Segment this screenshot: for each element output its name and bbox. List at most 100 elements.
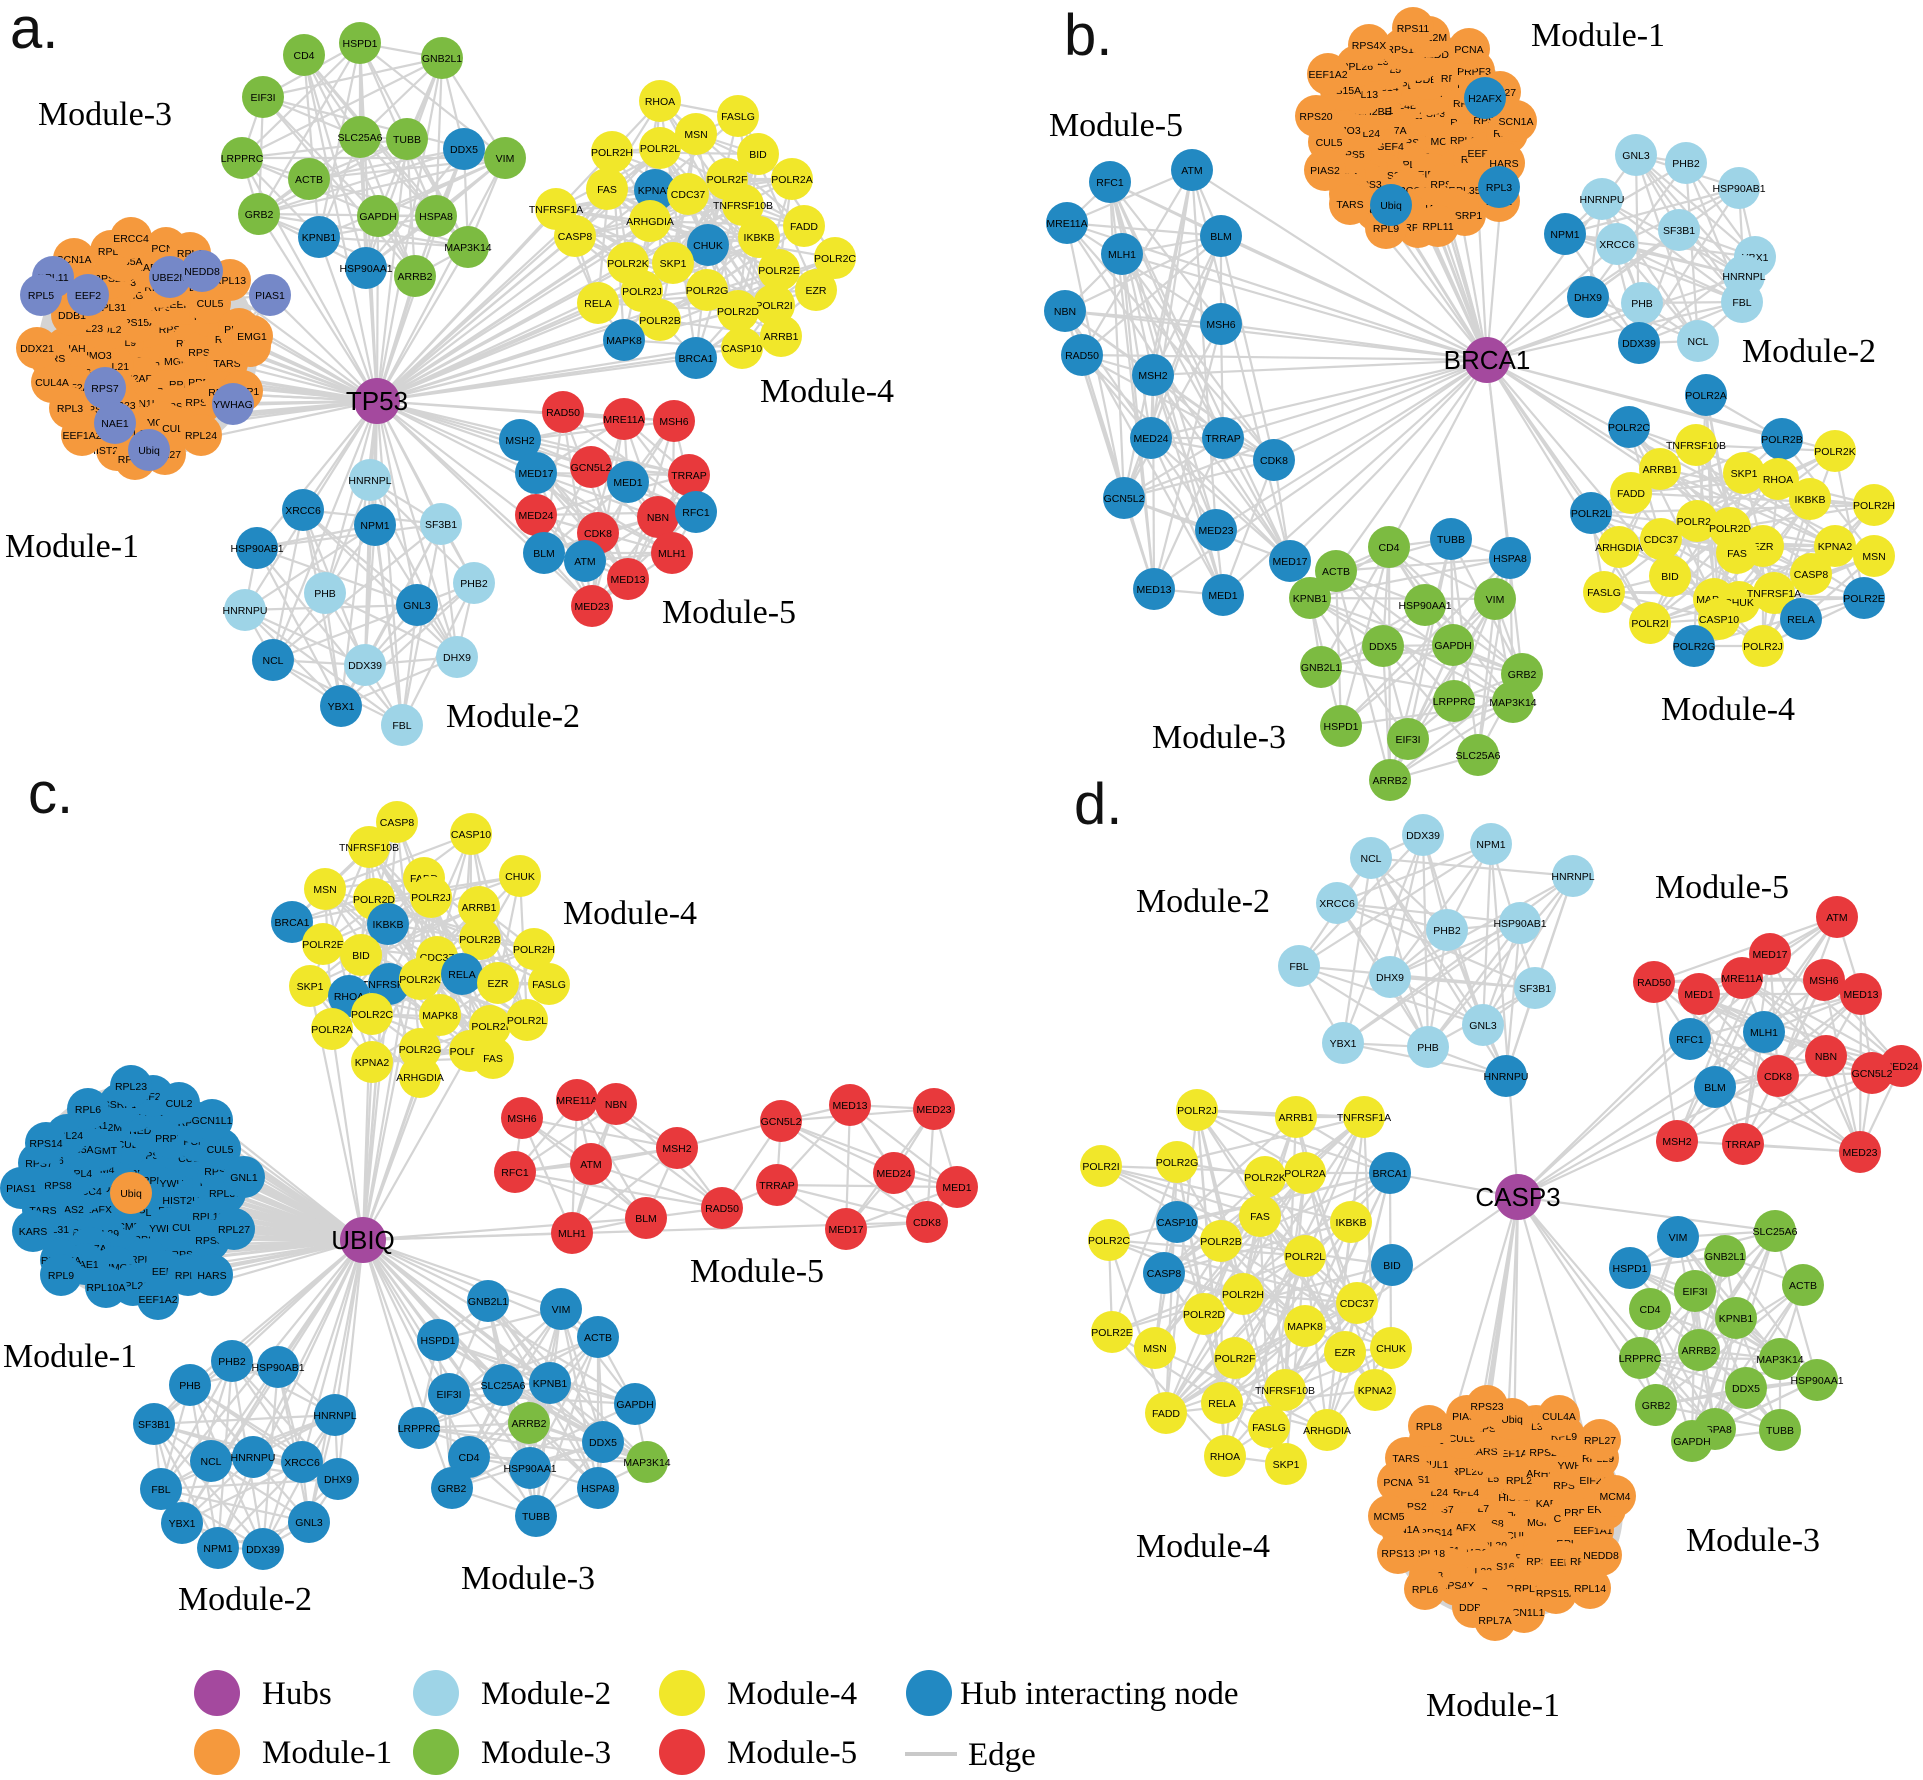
- svg-text:PHB: PHB: [1417, 1042, 1439, 1054]
- svg-text:EZR: EZR: [1335, 1347, 1356, 1359]
- svg-text:GNL3: GNL3: [403, 600, 431, 612]
- svg-text:GAPDH: GAPDH: [1673, 1436, 1710, 1448]
- svg-text:CDK8: CDK8: [913, 1217, 941, 1229]
- svg-text:RAD50: RAD50: [1637, 977, 1671, 989]
- svg-text:MED23: MED23: [1842, 1147, 1877, 1159]
- svg-text:MED1: MED1: [942, 1182, 971, 1194]
- svg-text:POLR2E: POLR2E: [302, 939, 343, 951]
- svg-text:Module-2: Module-2: [1742, 333, 1876, 370]
- svg-text:HSPD1: HSPD1: [420, 1335, 455, 1347]
- svg-text:POLR2I: POLR2I: [1631, 618, 1668, 630]
- svg-text:RFC1: RFC1: [501, 1167, 529, 1179]
- svg-text:MLH1: MLH1: [1108, 249, 1136, 261]
- svg-text:HNRNPU: HNRNPU: [223, 605, 268, 617]
- svg-text:NPM1: NPM1: [1550, 229, 1579, 241]
- svg-text:FAS: FAS: [483, 1053, 503, 1065]
- svg-text:MRE11A: MRE11A: [1046, 218, 1087, 230]
- svg-text:HARS: HARS: [197, 1270, 226, 1282]
- svg-text:YWHAG: YWHAG: [213, 399, 253, 411]
- svg-text:HSPA8: HSPA8: [419, 211, 453, 223]
- svg-text:MAPK8: MAPK8: [422, 1010, 458, 1022]
- svg-text:GNL1: GNL1: [230, 1172, 258, 1184]
- svg-text:POLR2L: POLR2L: [640, 143, 680, 155]
- svg-text:FAS: FAS: [1250, 1211, 1270, 1223]
- svg-text:RPL27: RPL27: [218, 1224, 250, 1236]
- svg-text:Ubiq: Ubiq: [1501, 1414, 1523, 1426]
- svg-text:HNRNPL: HNRNPL: [1551, 871, 1594, 883]
- svg-text:HSPA8: HSPA8: [1493, 553, 1527, 565]
- svg-text:RHOA: RHOA: [1210, 1451, 1240, 1463]
- svg-text:MED13: MED13: [1843, 989, 1878, 1001]
- svg-text:MSN: MSN: [1862, 551, 1885, 563]
- svg-text:MSN: MSN: [1143, 1343, 1166, 1355]
- svg-text:KPNA2: KPNA2: [1818, 541, 1853, 553]
- svg-text:XRCC6: XRCC6: [284, 1457, 320, 1469]
- svg-text:LRPPRC: LRPPRC: [221, 153, 264, 165]
- svg-text:MED23: MED23: [916, 1104, 951, 1116]
- svg-text:RPL14: RPL14: [1574, 1583, 1606, 1595]
- svg-text:DDX5: DDX5: [450, 144, 478, 156]
- svg-text:VIM: VIM: [552, 1304, 571, 1316]
- svg-text:Module-3: Module-3: [1686, 1522, 1820, 1559]
- svg-text:GNB2L1: GNB2L1: [468, 1296, 508, 1308]
- svg-text:HSP90AA1: HSP90AA1: [1398, 600, 1451, 612]
- svg-text:PHB: PHB: [1631, 298, 1653, 310]
- svg-text:POLR2K: POLR2K: [399, 974, 440, 986]
- svg-text:MED23: MED23: [574, 601, 609, 613]
- svg-text:CASP10: CASP10: [1157, 1217, 1197, 1229]
- svg-text:GNB2L1: GNB2L1: [422, 53, 462, 65]
- svg-text:MLH1: MLH1: [1750, 1027, 1778, 1039]
- svg-text:TARS: TARS: [213, 358, 240, 370]
- svg-text:GNB2L1: GNB2L1: [1301, 662, 1341, 674]
- svg-text:Module-2: Module-2: [481, 1676, 611, 1712]
- svg-text:TP53: TP53: [346, 386, 408, 416]
- svg-text:MED1: MED1: [1684, 989, 1713, 1001]
- svg-text:HNRNPU: HNRNPU: [231, 1452, 276, 1464]
- svg-text:HNRNPU: HNRNPU: [1580, 194, 1625, 206]
- svg-text:XRCC6: XRCC6: [285, 505, 321, 517]
- svg-text:MAP3K14: MAP3K14: [444, 242, 491, 254]
- svg-text:DDX5: DDX5: [589, 1437, 617, 1449]
- svg-text:MED24: MED24: [876, 1168, 911, 1180]
- svg-text:PIAS2: PIAS2: [1310, 165, 1340, 177]
- svg-text:ARRB2: ARRB2: [397, 271, 432, 283]
- svg-text:GCN1L1: GCN1L1: [192, 1115, 233, 1127]
- svg-text:LRPPRC: LRPPRC: [1619, 1353, 1662, 1365]
- svg-text:RPL3: RPL3: [1486, 182, 1512, 194]
- svg-text:NBN: NBN: [1054, 306, 1076, 318]
- svg-text:EEF1A2: EEF1A2: [138, 1294, 177, 1306]
- svg-text:LRPPRC: LRPPRC: [1433, 696, 1476, 708]
- svg-text:PHB: PHB: [179, 1380, 201, 1392]
- svg-text:PIAS1: PIAS1: [255, 290, 285, 302]
- svg-text:POLR2I: POLR2I: [1082, 1161, 1119, 1173]
- svg-text:KPNB1: KPNB1: [533, 1378, 568, 1390]
- svg-text:CUL5: CUL5: [207, 1144, 234, 1156]
- svg-text:DHX9: DHX9: [324, 1474, 352, 1486]
- svg-text:SCN1A: SCN1A: [1498, 116, 1533, 128]
- svg-text:BLM: BLM: [635, 1213, 657, 1225]
- svg-text:RELA: RELA: [1787, 614, 1814, 626]
- svg-text:Module-3: Module-3: [461, 1560, 595, 1597]
- svg-text:POLR2F: POLR2F: [1677, 516, 1718, 528]
- svg-text:SF3B1: SF3B1: [138, 1419, 170, 1431]
- svg-text:Module-5: Module-5: [662, 594, 796, 631]
- svg-text:TNFRSF10B: TNFRSF10B: [1255, 1385, 1315, 1397]
- svg-text:TUBB: TUBB: [393, 134, 421, 146]
- svg-text:HNRNPL: HNRNPL: [313, 1410, 356, 1422]
- svg-text:EMG1: EMG1: [237, 331, 267, 343]
- svg-text:EEF1A2: EEF1A2: [1308, 69, 1347, 81]
- svg-text:PCNA: PCNA: [1454, 44, 1483, 56]
- svg-text:RFC1: RFC1: [1676, 1034, 1704, 1046]
- svg-text:KPNB1: KPNB1: [1719, 1313, 1754, 1325]
- svg-text:GNB2L1: GNB2L1: [1705, 1251, 1745, 1263]
- svg-text:ERCC4: ERCC4: [113, 233, 149, 245]
- svg-text:NEDD8: NEDD8: [1583, 1550, 1619, 1562]
- svg-text:CD4: CD4: [458, 1452, 479, 1464]
- svg-text:RPL9: RPL9: [1373, 223, 1399, 235]
- svg-text:BID: BID: [1661, 571, 1679, 583]
- svg-text:CD4: CD4: [293, 50, 314, 62]
- svg-text:TRRAP: TRRAP: [1725, 1139, 1761, 1151]
- svg-text:VIM: VIM: [496, 153, 515, 165]
- svg-text:EEF1A2: EEF1A2: [62, 430, 101, 442]
- svg-text:CDK8: CDK8: [1764, 1071, 1792, 1083]
